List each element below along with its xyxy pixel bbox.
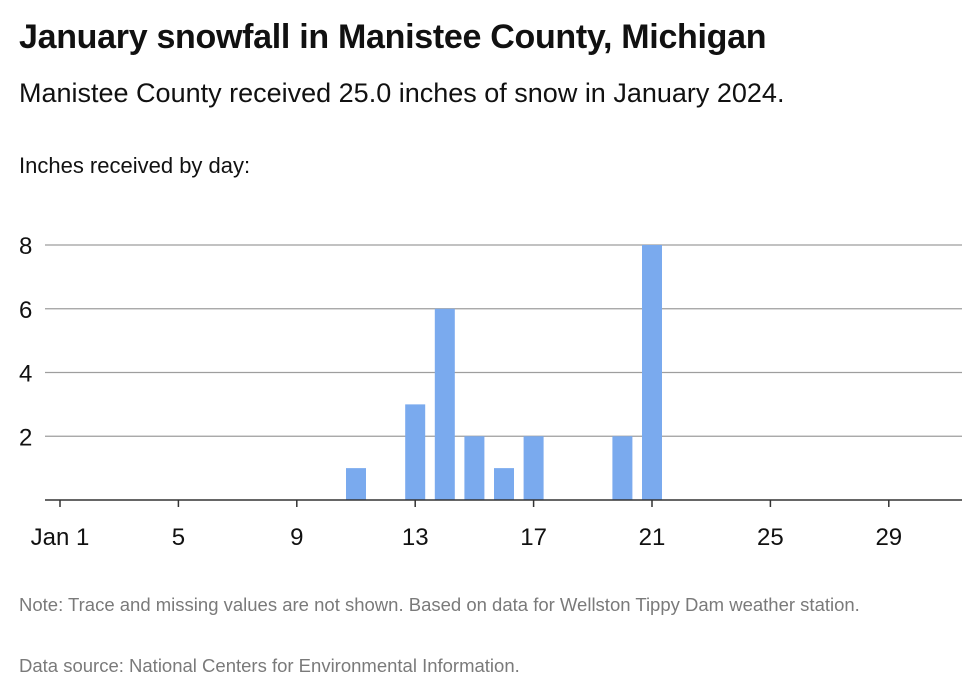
bar-day-17 <box>523 436 544 500</box>
bar-day-11 <box>346 468 366 500</box>
bar-day-21 <box>642 245 662 500</box>
y-tick-label-8: 8 <box>19 233 32 260</box>
x-tick-label-17: 17 <box>520 524 547 551</box>
x-tick-label-13: 13 <box>402 524 429 551</box>
y-tick-label-2: 2 <box>19 424 32 451</box>
x-tick-label-9: 9 <box>290 524 303 551</box>
bars <box>346 245 662 500</box>
bar-day-16 <box>494 468 514 500</box>
snowfall-bar-chart: 2 4 6 8 Jan 1 5 9 13 17 21 25 29 <box>19 233 962 551</box>
bar-day-14 <box>434 308 455 500</box>
x-tick-label-1: Jan 1 <box>31 524 90 551</box>
y-tick-label-6: 6 <box>19 297 32 324</box>
chart-title: January snowfall in Manistee County, Mic… <box>19 18 767 56</box>
chart-note: Note: Trace and missing values are not s… <box>19 594 860 615</box>
y-axis-caption: Inches received by day: <box>19 153 251 178</box>
x-tick-label-29: 29 <box>875 524 902 551</box>
bar-day-13 <box>405 404 426 500</box>
grid-lines: 2 4 6 8 <box>19 233 962 451</box>
x-tick-label-21: 21 <box>639 524 666 551</box>
bar-day-15 <box>464 436 485 500</box>
x-tick-label-25: 25 <box>757 524 784 551</box>
data-source: Data source: National Centers for Enviro… <box>19 655 520 676</box>
bar-day-20 <box>612 436 633 500</box>
x-axis: Jan 1 5 9 13 17 21 25 29 <box>31 499 962 551</box>
chart-subtitle: Manistee County received 25.0 inches of … <box>19 78 785 108</box>
y-tick-label-4: 4 <box>19 361 32 388</box>
x-tick-label-5: 5 <box>172 524 185 551</box>
